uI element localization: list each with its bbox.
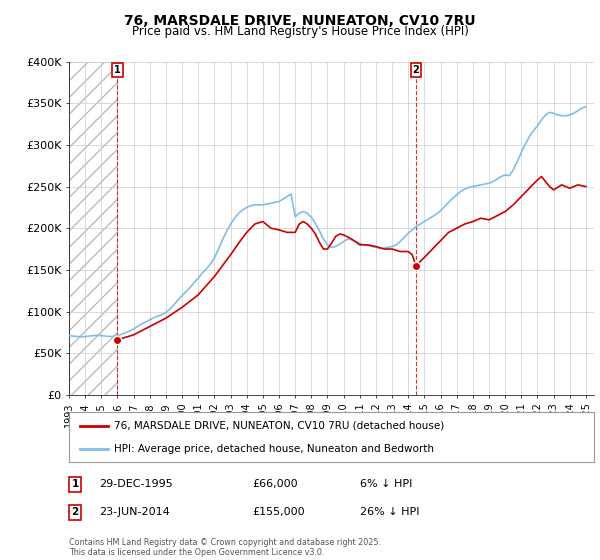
Text: Price paid vs. HM Land Registry's House Price Index (HPI): Price paid vs. HM Land Registry's House …: [131, 25, 469, 38]
Text: 6% ↓ HPI: 6% ↓ HPI: [360, 479, 412, 489]
Text: 2: 2: [413, 65, 419, 75]
Text: 26% ↓ HPI: 26% ↓ HPI: [360, 507, 419, 517]
Text: 1: 1: [114, 65, 121, 75]
Text: 29-DEC-1995: 29-DEC-1995: [99, 479, 173, 489]
Text: 76, MARSDALE DRIVE, NUNEATON, CV10 7RU (detached house): 76, MARSDALE DRIVE, NUNEATON, CV10 7RU (…: [113, 421, 444, 431]
Bar: [69, 62, 117, 395]
Text: 76, MARSDALE DRIVE, NUNEATON, CV10 7RU: 76, MARSDALE DRIVE, NUNEATON, CV10 7RU: [124, 14, 476, 28]
Text: 1: 1: [71, 479, 79, 489]
Text: £66,000: £66,000: [252, 479, 298, 489]
Text: 2: 2: [71, 507, 79, 517]
Text: Contains HM Land Registry data © Crown copyright and database right 2025.
This d: Contains HM Land Registry data © Crown c…: [69, 538, 381, 557]
Text: 23-JUN-2014: 23-JUN-2014: [99, 507, 170, 517]
Text: £155,000: £155,000: [252, 507, 305, 517]
Text: HPI: Average price, detached house, Nuneaton and Bedworth: HPI: Average price, detached house, Nune…: [113, 445, 434, 454]
